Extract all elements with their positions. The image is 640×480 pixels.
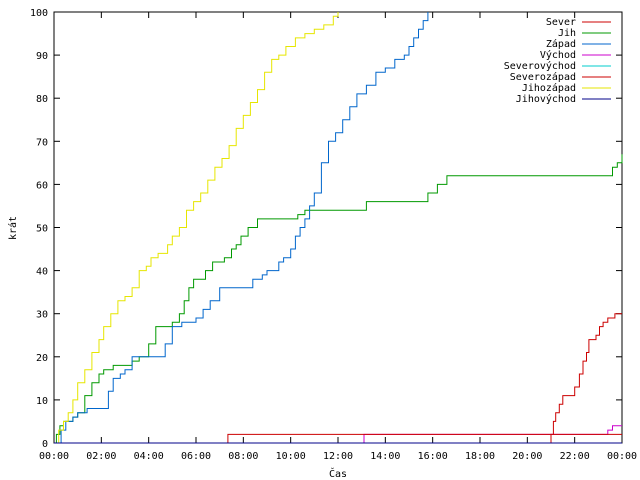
x-tick-label: 08:00 (228, 451, 258, 462)
axis-ticks: 0 10 20 30 40 50 60 70 80 90 100 00:00 02:00 04:00 06:… (30, 8, 637, 462)
series-line-sever (54, 313, 622, 444)
x-tick-label: 10:00 (276, 451, 306, 462)
y-tick-label: 30 (36, 310, 48, 321)
legend-label: Sever (546, 17, 576, 28)
x-tick-label: 00:00 (39, 451, 69, 462)
series-layer (54, 12, 623, 444)
x-tick-label: 00:00 (607, 451, 637, 462)
x-tick-label: 14:00 (370, 451, 400, 462)
y-tick-label: 40 (36, 267, 48, 278)
series-line-zapad (54, 12, 429, 444)
legend-label: Jih (558, 28, 576, 39)
y-axis-label: krát (7, 216, 19, 240)
legend-label: Východ (540, 49, 576, 61)
legend-label: Severovýchod (504, 60, 576, 72)
y-tick-label: 100 (30, 8, 48, 19)
y-tick-label: 50 (36, 224, 48, 235)
y-tick-label: 80 (36, 94, 48, 105)
y-tick-label: 70 (36, 137, 48, 148)
x-tick-label: 16:00 (418, 451, 448, 462)
y-tick-label: 20 (36, 353, 48, 364)
x-tick-label: 04:00 (134, 451, 164, 462)
x-tick-label: 12:00 (323, 451, 353, 462)
legend-label: Jihozápad (522, 82, 576, 94)
y-tick-label: 10 (36, 396, 48, 407)
series-line-jihozapad (54, 12, 339, 444)
legend: SeverJihZápadVýchodSeverovýchodSeverozáp… (504, 17, 611, 105)
x-tick-label: 22:00 (560, 451, 590, 462)
legend-label: Západ (546, 38, 576, 50)
y-tick-label: 0 (42, 439, 48, 450)
x-tick-label: 18:00 (465, 451, 495, 462)
x-tick-label: 20:00 (512, 451, 542, 462)
x-tick-label: 02:00 (86, 451, 116, 462)
legend-label: Jihovýchod (516, 93, 576, 105)
legend-label: Severozápad (510, 71, 576, 83)
x-tick-label: 06:00 (181, 451, 211, 462)
y-tick-label: 60 (36, 180, 48, 191)
y-tick-label: 90 (36, 51, 48, 62)
x-axis-label: Čas (329, 467, 347, 480)
series-line-jih (54, 154, 623, 444)
